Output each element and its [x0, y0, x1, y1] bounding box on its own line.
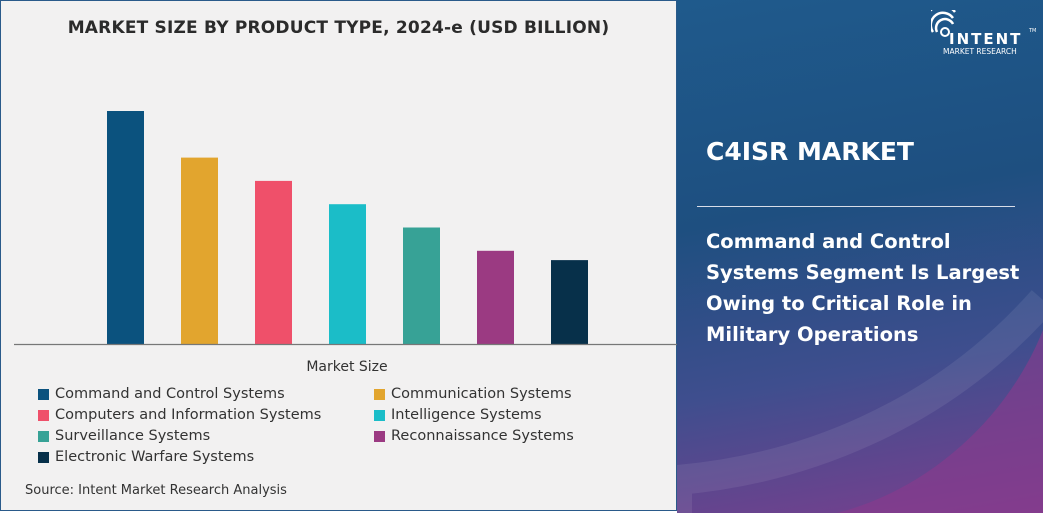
legend-label: Surveillance Systems [55, 428, 211, 444]
legend-item: Surveillance Systems [38, 428, 210, 444]
logo-sub: MARKET RESEARCH [943, 47, 1017, 56]
bar-electronic-warfare-systems [551, 260, 588, 344]
bar-intelligence-systems [329, 204, 366, 344]
legend-item: Intelligence Systems [374, 407, 542, 423]
signal-icon [931, 10, 956, 37]
bar-communication-systems [181, 157, 218, 344]
legend-swatch [374, 388, 385, 400]
chart-title: MARKET SIZE BY PRODUCT TYPE, 2024-e (USD… [67, 18, 610, 38]
bar-chart [14, 111, 677, 346]
legend-label: Computers and Information Systems [55, 407, 322, 423]
legend-label: Reconnaissance Systems [391, 428, 574, 444]
bar-command-and-control-systems [107, 111, 144, 344]
legend-label: Communication Systems [391, 386, 572, 402]
legend-swatch [374, 409, 385, 421]
legend-label: Intelligence Systems [391, 407, 542, 423]
logo-name: INTENT [949, 30, 1023, 48]
legend-label: Command and Control Systems [55, 386, 285, 402]
bar-reconnaissance-systems [477, 250, 514, 344]
decorative-curve [677, 290, 1043, 513]
legend-label: Electronic Warfare Systems [55, 449, 255, 465]
source-note: Source: Intent Market Research Analysis [25, 483, 287, 498]
legend-swatch [38, 430, 49, 442]
legend-item: Electronic Warfare Systems [38, 449, 254, 465]
market-title: C4ISR MARKET [706, 137, 914, 166]
legend-item: Computers and Information Systems [38, 407, 321, 423]
bar-surveillance-systems [403, 227, 440, 344]
legend-item: Communication Systems [374, 386, 572, 402]
legend-swatch [38, 388, 49, 400]
legend-swatch [38, 451, 49, 463]
info-panel: INTENT TM MARKET RESEARCH C4ISR MARKET C… [677, 0, 1043, 513]
legend-item: Command and Control Systems [38, 386, 285, 402]
bar-computers-and-information-systems [255, 180, 292, 344]
legend-item: Reconnaissance Systems [374, 428, 574, 444]
intent-logo: INTENT TM MARKET RESEARCH [927, 10, 1037, 58]
x-axis-label: Market Size [306, 359, 388, 375]
legend-swatch [38, 409, 49, 421]
divider [697, 206, 1015, 207]
market-description: Command and Control Systems Segment Is L… [706, 230, 1020, 346]
legend-swatch [374, 430, 385, 442]
logo-tm: TM [1029, 28, 1037, 34]
